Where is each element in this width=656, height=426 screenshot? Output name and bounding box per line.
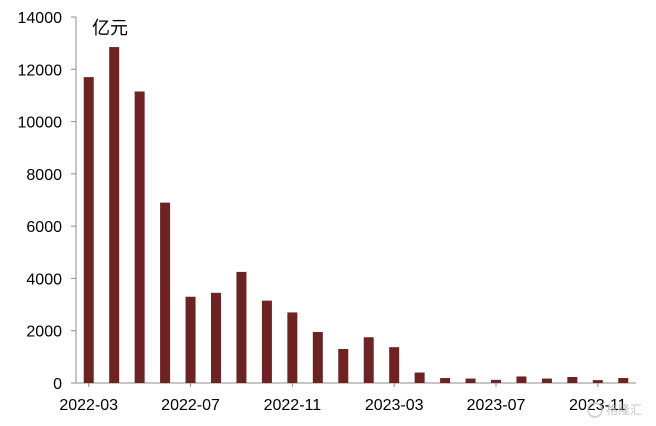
watermark-text: 格隆汇 xyxy=(606,402,642,417)
y-tick-label: 6000 xyxy=(26,219,62,236)
bar-2022-11 xyxy=(287,312,298,383)
bar-2023-05 xyxy=(440,378,451,383)
x-tick-label: 2022-11 xyxy=(264,397,322,414)
bar-2022-09 xyxy=(236,271,247,383)
bar-2022-03 xyxy=(83,77,94,383)
y-axis: 0 2000 4000 6000 8000 10000 12000 14000 xyxy=(18,10,77,393)
bar-2022-08 xyxy=(211,292,221,383)
y-tick-label: 8000 xyxy=(26,167,62,184)
bar-2022-06 xyxy=(160,202,171,383)
bar-2023-02 xyxy=(363,337,374,383)
bar-2023-09 xyxy=(541,378,552,383)
watermark-logo-icon xyxy=(587,402,603,418)
bar-2022-10 xyxy=(261,300,272,383)
bar-2022-05 xyxy=(134,91,145,383)
bar-2023-08 xyxy=(516,376,527,383)
y-tick-label: 14000 xyxy=(18,10,63,27)
bar-2023-12 xyxy=(618,378,629,383)
bar-2023-11 xyxy=(592,380,603,383)
x-tick-label: 2023-03 xyxy=(365,397,424,414)
bar-2022-04 xyxy=(109,47,120,384)
bar-2023-03 xyxy=(389,347,400,383)
bar-2023-04 xyxy=(414,372,425,383)
watermark: 格隆汇 xyxy=(587,402,642,418)
bar-series xyxy=(83,47,629,384)
x-axis: 2022-03 2022-07 2022-11 2023-03 2023-07 2023-… xyxy=(59,382,636,414)
bar-2023-06 xyxy=(465,378,476,383)
bar-2023-10 xyxy=(567,376,578,383)
x-tick-label: 2022-03 xyxy=(59,397,118,414)
bar-2022-12 xyxy=(312,332,323,383)
bar-2023-07 xyxy=(491,379,501,383)
y-tick-label: 12000 xyxy=(18,62,63,79)
y-tick-label: 0 xyxy=(53,376,62,393)
bar-2023-01 xyxy=(338,349,349,383)
x-tick-label: 2023-07 xyxy=(467,397,526,414)
y-tick-label: 4000 xyxy=(26,271,62,288)
y-tick-label: 2000 xyxy=(26,324,62,341)
bar-2022-07 xyxy=(185,296,196,383)
x-tick-label: 2022-07 xyxy=(161,397,220,414)
y-tick-label: 10000 xyxy=(18,115,63,132)
x-tick-label: 2023-11 xyxy=(569,397,627,414)
y-axis-unit-label: 亿元 xyxy=(92,18,128,39)
